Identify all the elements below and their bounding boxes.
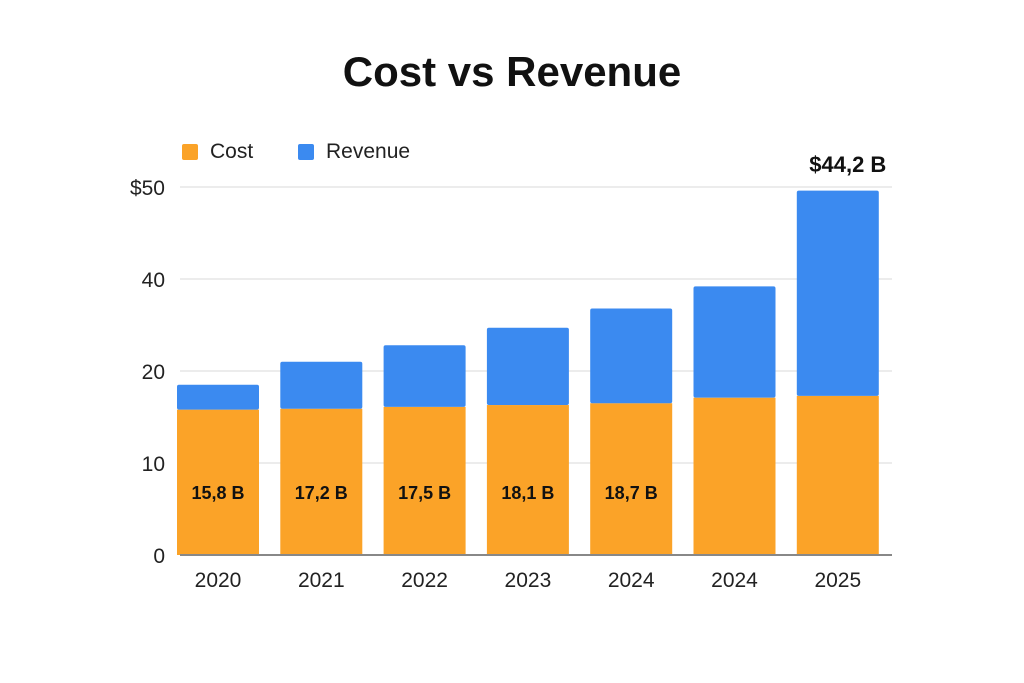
bar-cost bbox=[486, 405, 569, 555]
x-tick-label: 2025 bbox=[814, 569, 861, 592]
bar-revenue bbox=[280, 361, 363, 409]
bar-revenue bbox=[177, 384, 259, 410]
bar-revenue bbox=[383, 345, 466, 407]
bar-cost bbox=[280, 408, 363, 555]
bar-revenue bbox=[796, 190, 879, 396]
x-tick-label: 2023 bbox=[505, 569, 552, 592]
y-tick-label: 20 bbox=[142, 361, 165, 384]
y-tick-label: 40 bbox=[142, 269, 165, 292]
data-label: 18,1 B bbox=[501, 483, 554, 503]
data-label: 18,7 B bbox=[605, 483, 658, 503]
y-tick-label: $50 bbox=[130, 177, 165, 200]
x-tick-label: 2024 bbox=[608, 569, 655, 592]
x-tick-label: 2021 bbox=[298, 569, 345, 592]
x-tick-label: 2020 bbox=[195, 569, 242, 592]
x-tick-label: 2022 bbox=[401, 569, 448, 592]
data-label: 15,8 B bbox=[191, 483, 244, 503]
bar-cost bbox=[796, 395, 879, 555]
bar-cost bbox=[590, 403, 673, 555]
bar-revenue bbox=[590, 308, 673, 404]
bar-cost bbox=[383, 406, 466, 555]
total-label: $44,2 B bbox=[809, 152, 886, 177]
legend-swatch-cost bbox=[182, 144, 198, 160]
y-tick-label: 10 bbox=[142, 453, 165, 476]
x-tick-label: 2024 bbox=[711, 569, 758, 592]
data-label: 17,5 B bbox=[398, 483, 451, 503]
bar-revenue bbox=[693, 286, 776, 398]
chart-title: Cost vs Revenue bbox=[342, 48, 682, 95]
legend-item-cost: Cost bbox=[182, 140, 253, 164]
legend-label-revenue: Revenue bbox=[326, 140, 411, 163]
data-label: 17,2 B bbox=[295, 483, 348, 503]
bar-revenue bbox=[486, 327, 569, 406]
bar-cost bbox=[177, 409, 259, 555]
y-tick-label: 0 bbox=[153, 545, 165, 568]
legend-label-cost: Cost bbox=[210, 140, 254, 163]
bar-cost bbox=[693, 397, 776, 555]
legend-swatch-revenue bbox=[298, 144, 314, 160]
legend-item-revenue: Revenue bbox=[298, 140, 410, 164]
